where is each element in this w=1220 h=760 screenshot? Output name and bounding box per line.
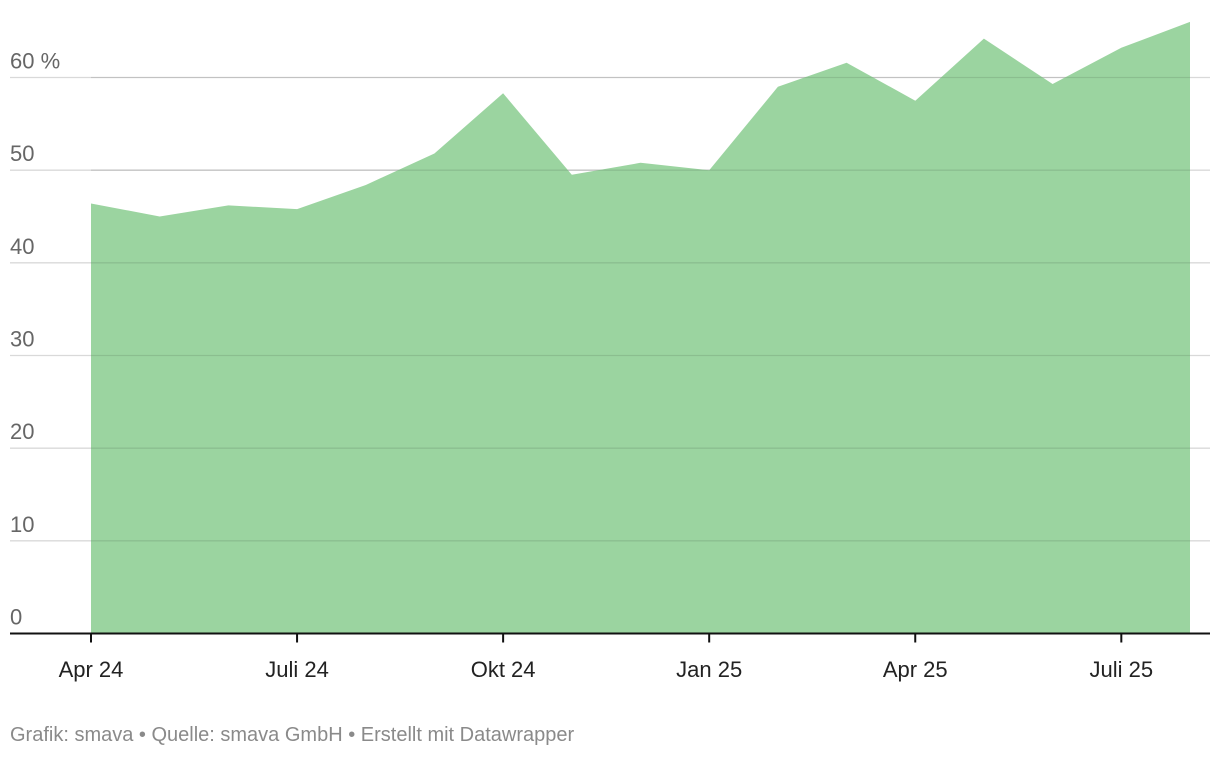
- area-chart: 0 10 20 30 40 50 60 % Apr 24 Juli 24 Okt 24 Jan 2…: [10, 21, 1210, 682]
- source-credit: Grafik: smava • Quelle: smava GmbH • Ers…: [10, 724, 575, 746]
- y-axis: 0 10 20 30 40 50 60 %: [10, 49, 60, 630]
- area-series: [91, 21, 1190, 634]
- x-tick-label: Okt 24: [471, 657, 536, 682]
- y-tick-label: 30: [10, 327, 34, 352]
- y-tick-label: 50: [10, 141, 34, 166]
- x-tick-label: Juli 24: [265, 657, 329, 682]
- y-tick-label: 20: [10, 419, 34, 444]
- gridlines-overlay: [91, 76, 1190, 542]
- y-tick-label: 40: [10, 234, 34, 259]
- x-axis: Apr 24 Juli 24 Okt 24 Jan 25 Apr 25 Juli 25: [59, 633, 1154, 682]
- x-tick-label: Jan 25: [676, 657, 742, 682]
- y-tick-label: 10: [10, 512, 34, 537]
- y-tick-label: 60 %: [10, 49, 60, 74]
- x-tick-label: Juli 25: [1090, 657, 1154, 682]
- x-tick-label: Apr 24: [59, 657, 124, 682]
- x-tick-label: Apr 25: [883, 657, 948, 682]
- y-tick-label: 0: [10, 605, 22, 630]
